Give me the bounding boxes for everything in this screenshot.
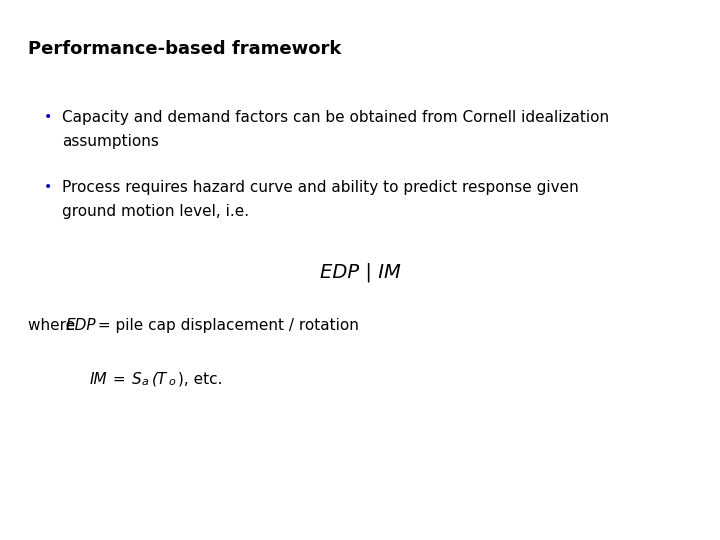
Text: S: S (132, 372, 142, 387)
Text: =: = (108, 372, 130, 387)
Text: where: where (28, 318, 80, 333)
Text: a: a (142, 377, 149, 387)
Text: = pile cap displacement / rotation: = pile cap displacement / rotation (93, 318, 359, 333)
Text: Performance-based framework: Performance-based framework (28, 40, 341, 58)
Text: IM: IM (90, 372, 107, 387)
Text: EDP: EDP (66, 318, 96, 333)
Text: o: o (168, 377, 175, 387)
Text: •: • (44, 110, 53, 124)
Text: assumptions: assumptions (62, 134, 159, 149)
Text: Capacity and demand factors can be obtained from Cornell idealization: Capacity and demand factors can be obtai… (62, 110, 609, 125)
Text: EDP | IM: EDP | IM (320, 262, 400, 281)
Text: Process requires hazard curve and ability to predict response given: Process requires hazard curve and abilit… (62, 180, 579, 195)
Text: •: • (44, 180, 53, 194)
Text: (T: (T (152, 372, 167, 387)
Text: ), etc.: ), etc. (178, 372, 222, 387)
Text: ground motion level, i.e.: ground motion level, i.e. (62, 204, 249, 219)
